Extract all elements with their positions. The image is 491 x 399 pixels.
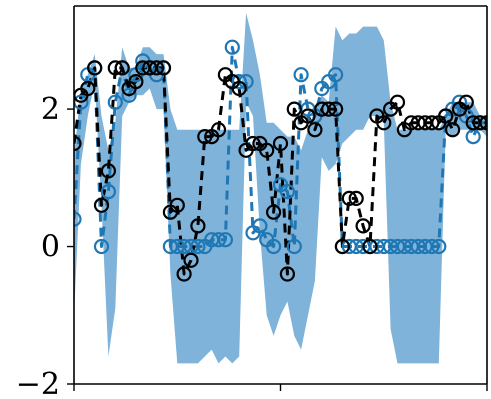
point-observed-4: [93, 197, 110, 213]
point-observed-21: [210, 122, 227, 138]
point-observed-42: [355, 218, 371, 234]
point-mean-52: [424, 238, 440, 255]
point-mean-22: [217, 232, 233, 248]
point-mean-8: [121, 87, 137, 103]
point-observed-35: [307, 122, 323, 138]
point-observed-55: [445, 122, 461, 138]
point-mean-53: [431, 238, 447, 255]
y-tick-label-2: 2: [41, 92, 60, 127]
series-layer: [74, 39, 487, 282]
point-observed-15: [169, 197, 185, 213]
point-mean-33: [293, 67, 309, 83]
point-mean-32: [286, 238, 302, 255]
point-observed-17: [183, 252, 199, 268]
point-observed-60: [479, 115, 487, 131]
point-observed-31: [279, 266, 295, 282]
point-observed-37: [321, 101, 337, 117]
point-observed-47: [389, 94, 406, 110]
y-tick-label-0: −2: [16, 367, 60, 399]
point-mean-18: [190, 238, 206, 255]
point-mean-38: [328, 67, 344, 83]
point-observed-3: [87, 60, 103, 76]
point-observed-24: [231, 80, 247, 97]
point-observed-39: [334, 238, 350, 255]
point-observed-29: [266, 204, 282, 220]
point-mean-21: [210, 232, 227, 248]
point-mean-27: [252, 218, 268, 234]
point-observed-38: [328, 101, 344, 117]
point-observed-26: [245, 135, 261, 152]
point-mean-4: [93, 238, 110, 255]
point-observed-40: [341, 190, 357, 206]
y-tick-label-1: 0: [41, 230, 60, 265]
point-observed-30: [272, 135, 289, 152]
point-mean-31: [279, 184, 295, 200]
point-observed-52: [424, 115, 440, 131]
point-observed-34: [300, 108, 316, 124]
point-observed-45: [376, 115, 392, 131]
point-observed-7: [114, 60, 130, 76]
point-observed-54: [438, 108, 454, 124]
point-observed-18: [190, 218, 206, 234]
point-observed-9: [128, 73, 144, 90]
point-observed-28: [259, 142, 275, 158]
point-observed-43: [362, 238, 378, 255]
point-observed-2: [80, 80, 96, 97]
point-observed-41: [348, 190, 364, 206]
point-observed-57: [458, 94, 474, 110]
axes: −2 0 2: [16, 5, 488, 399]
point-observed-5: [100, 163, 117, 179]
point-observed-32: [286, 101, 302, 117]
point-mean-0: [74, 211, 82, 227]
point-observed-16: [176, 266, 192, 282]
point-mean-23: [224, 39, 240, 55]
point-mean-29: [266, 238, 282, 255]
point-observed-19: [197, 129, 213, 145]
point-mean-5: [100, 184, 117, 200]
point-observed-13: [155, 60, 172, 76]
point-observed-12: [149, 60, 165, 76]
point-observed-6: [107, 60, 123, 76]
point-observed-0: [74, 135, 82, 152]
point-mean-24: [231, 73, 247, 90]
point-mean-56: [451, 94, 468, 110]
point-mean-6: [107, 94, 123, 110]
